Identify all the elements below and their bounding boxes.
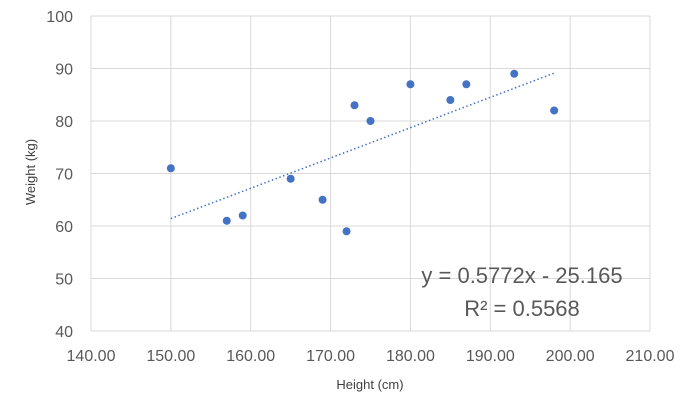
trendline-group [170, 72, 555, 220]
data-point [462, 80, 471, 89]
y-tick-label: 70 [55, 167, 73, 184]
y-axis-ticks: 40 50 60 70 80 90 100 [46, 9, 73, 341]
y-tick-label: 90 [55, 62, 73, 79]
data-point [166, 164, 175, 173]
x-tick-label: 160.00 [226, 348, 275, 365]
data-points [166, 69, 559, 236]
y-tick-label: 80 [55, 114, 73, 131]
data-point [510, 69, 519, 78]
x-tick-label: 180.00 [386, 348, 435, 365]
y-tick-label: 50 [55, 272, 73, 289]
data-point [222, 216, 231, 225]
data-point [350, 101, 359, 110]
data-point [550, 106, 559, 115]
x-tick-label: 210.00 [626, 348, 675, 365]
x-tick-label: 150.00 [146, 348, 195, 365]
data-point [342, 227, 351, 236]
data-point [238, 211, 247, 220]
y-tick-label: 100 [46, 9, 73, 26]
trendline-r-squared: R² = 0.5568 [464, 296, 580, 321]
trendline [170, 72, 555, 220]
y-tick-label: 60 [55, 219, 73, 236]
x-tick-label: 200.00 [546, 348, 595, 365]
data-point [406, 80, 415, 89]
data-point [286, 174, 295, 183]
data-point [366, 117, 375, 125]
y-tick-label: 40 [55, 324, 73, 341]
y-axis-title: Weight (kg) [23, 139, 38, 205]
x-tick-label: 170.00 [306, 348, 355, 365]
data-point [318, 195, 327, 204]
x-axis-ticks: 140.00 150.00 160.00 170.00 180.00 190.00 200.… [67, 348, 675, 365]
x-tick-label: 190.00 [466, 348, 515, 365]
data-point [446, 96, 455, 104]
x-tick-label: 140.00 [67, 348, 116, 365]
x-axis-title: Height (cm) [336, 377, 403, 392]
trendline-equation: y = 0.5772x - 25.165 [421, 263, 622, 288]
